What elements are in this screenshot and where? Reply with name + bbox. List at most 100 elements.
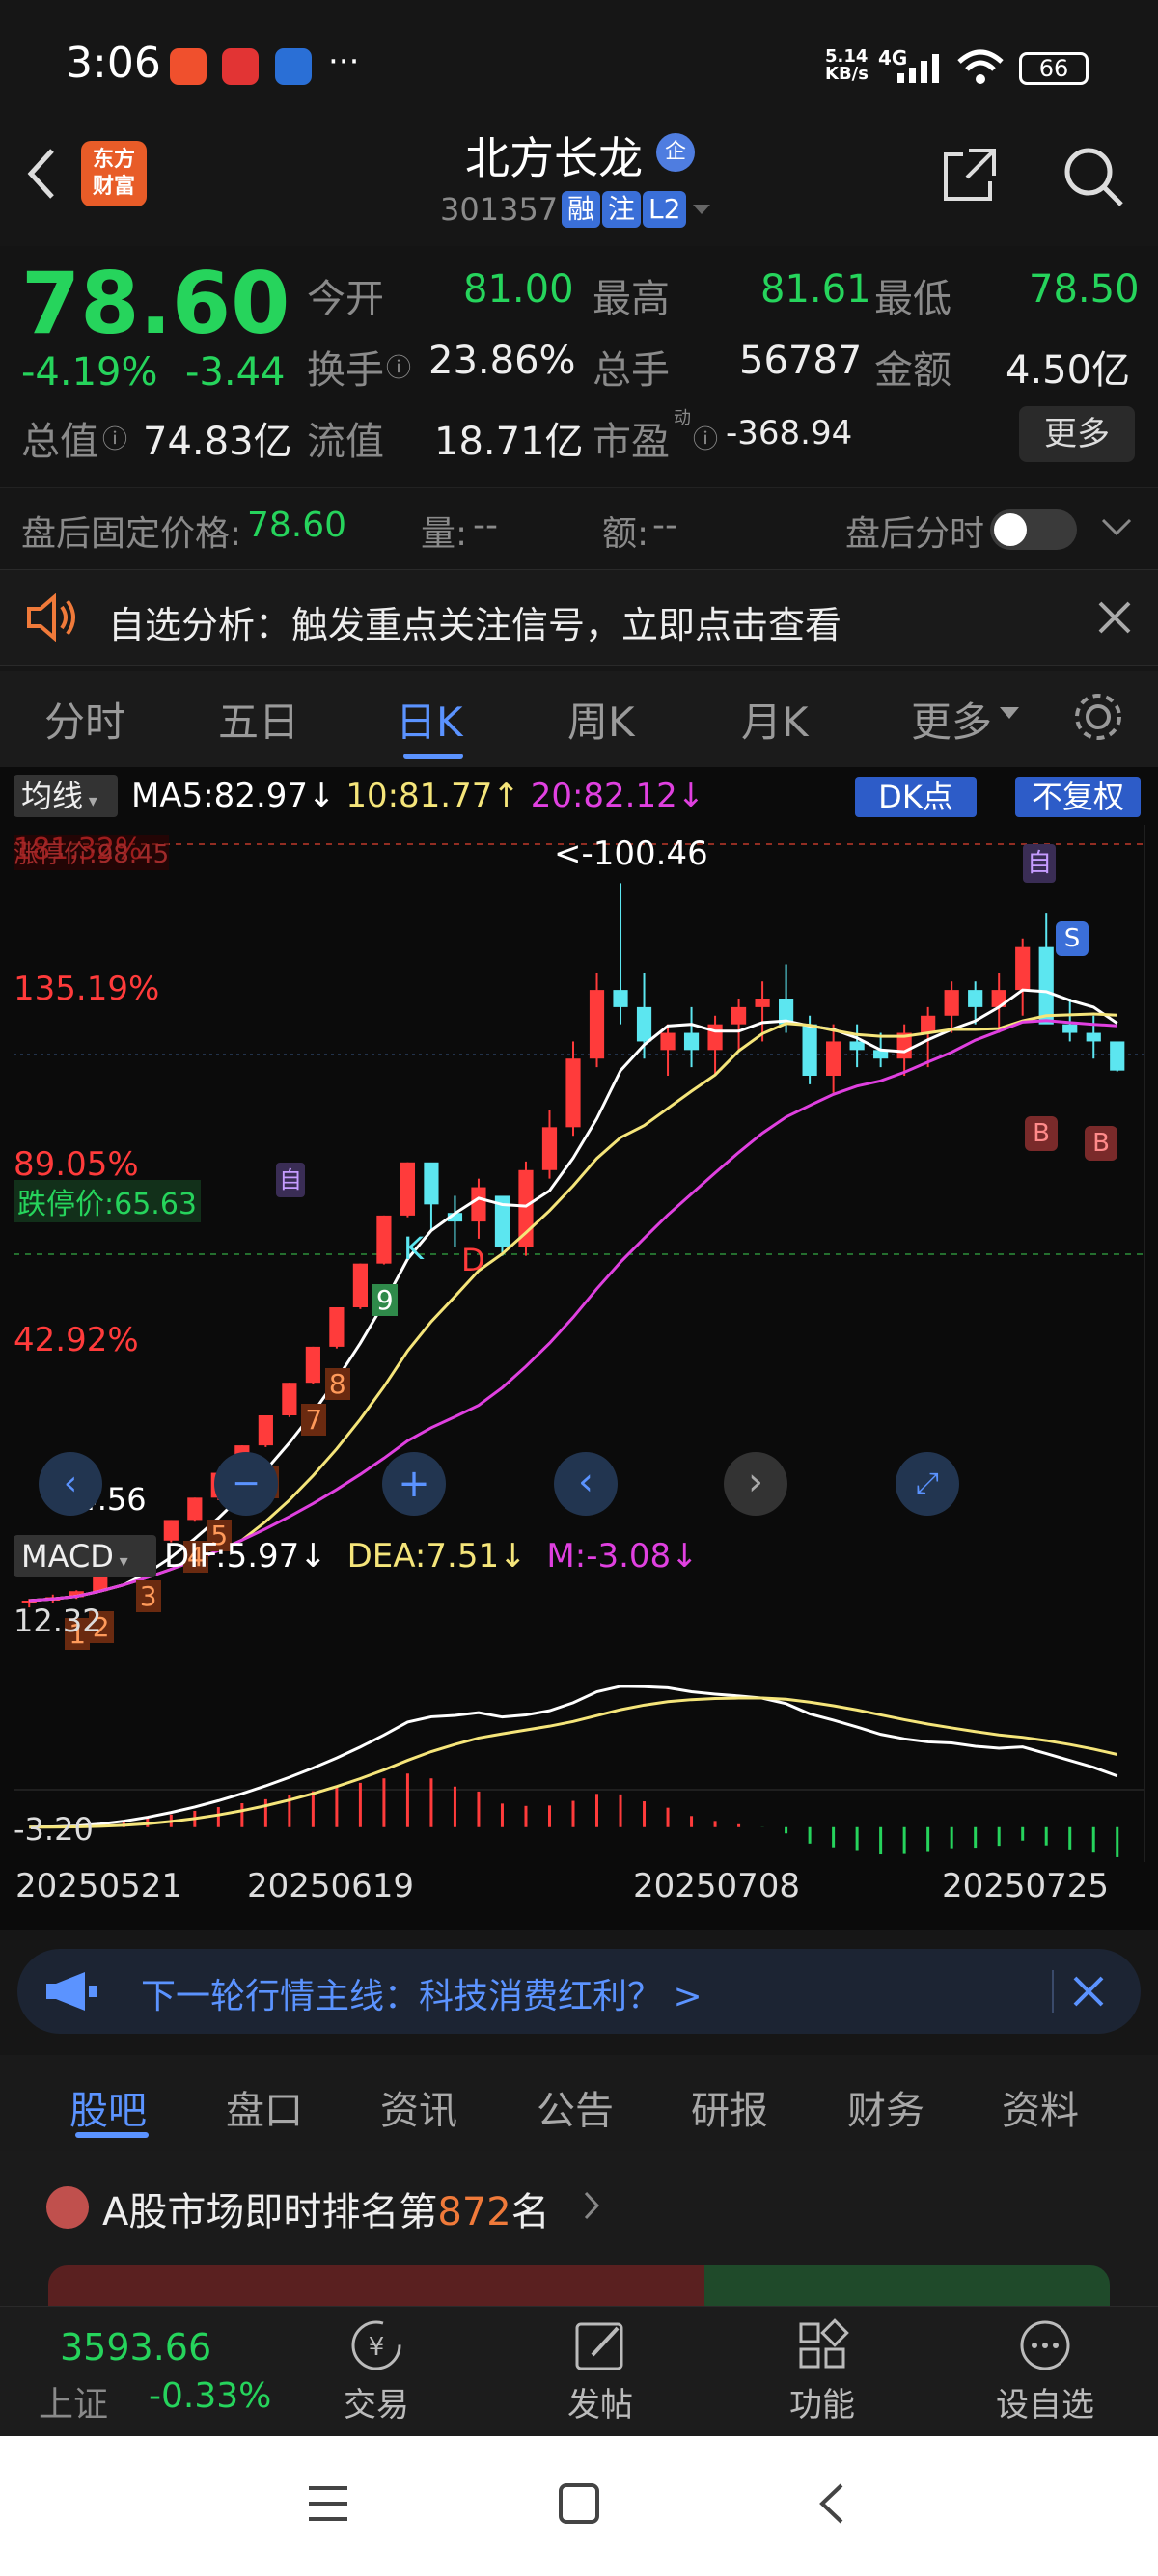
after-hours-time-label: 盘后分时 [845,514,985,554]
after-hours-label: 盘后固定价格: [21,514,242,554]
change-value: -3.44 [185,350,286,395]
more-notifications-icon: ··· [328,42,360,81]
close-icon[interactable] [1071,1974,1106,2009]
menu-icon[interactable] [307,2484,349,2523]
adjust-button[interactable]: 不复权 [1015,777,1141,817]
candle-body [589,990,605,1059]
fullscreen-button[interactable]: ⤢ [896,1452,959,1516]
index-change: -0.33% [149,2376,272,2416]
app-notification-icon-2 [222,48,259,85]
tab-financials[interactable]: 财务 [847,2089,924,2133]
share-icon[interactable] [940,145,1000,205]
buy-marker[interactable]: B [1025,1116,1058,1151]
ma-selector[interactable]: 均线 ▾ [14,775,118,817]
self-select-marker[interactable]: 自 [1023,844,1056,883]
post-button[interactable]: 发帖 [562,2316,639,2425]
chevron-down-icon[interactable] [1100,517,1133,538]
search-icon[interactable] [1060,143,1127,210]
stock-name: 北方长龙 [465,132,643,184]
trade-icon: ¥ [351,2320,401,2370]
volume-label: 总手 [593,348,670,393]
tab-monthly-k[interactable]: 月K [741,699,809,746]
buy-marker-2[interactable]: B [1085,1126,1117,1161]
tab-announcements[interactable]: 公告 [537,2089,614,2133]
tab-five-day[interactable]: 五日 [218,699,300,746]
back-nav-icon[interactable] [816,2482,845,2525]
candle-body [329,1307,345,1347]
candle-body [376,1215,392,1264]
self-select-marker-2[interactable]: 自 [276,1163,305,1197]
info-icon[interactable]: ⓘ [386,354,412,383]
next-button[interactable]: › [724,1452,787,1516]
candle-body [69,1591,84,1598]
high-label: 最高 [593,277,670,321]
candle-body [613,990,628,1007]
badge-l2: L2 [643,191,687,228]
macd-axis-bottom: -3.20 [14,1811,94,1848]
back-icon[interactable] [21,145,60,203]
nine-turn-marker: 9 [372,1283,398,1316]
tab-indicator [403,754,463,759]
chart-tabs: 分时 五日 日K 周K 月K 更多 [0,671,1158,767]
tab-weekly-k[interactable]: 周K [567,699,635,746]
add-watchlist-button[interactable]: 设自选 [992,2316,1098,2425]
dk-point-button[interactable]: DK点 [855,777,977,817]
candle-body [683,1032,700,1051]
index-value: 3593.66 [60,2326,212,2369]
header: 东方 财富 北方长龙 企 301357 融 注 L2 [0,116,1158,246]
app-notification-icon-3 [275,48,312,85]
market-rank[interactable]: A股市场即时排名第872名 [0,2151,1158,2306]
candle-body [565,1058,581,1128]
more-button[interactable]: 更多 [1019,406,1135,462]
signal-icon [897,54,939,83]
candle-body [163,1520,179,1541]
indicator-selector[interactable]: MACD ▾ [14,1535,156,1577]
close-icon[interactable] [1096,599,1133,636]
after-hours-amt-label: 额: [602,514,649,554]
tab-indicator [75,2132,149,2138]
analysis-notice[interactable]: 自选分析：触发重点关注信号，立即点击查看 [0,569,1158,666]
tab-daily-k[interactable]: 日K [396,699,463,746]
high-value: 81.61 [760,267,871,312]
candle-body [1062,1024,1078,1033]
dif-line [29,1685,1118,1829]
function-button[interactable]: 功能 [784,2316,861,2425]
date-label-2: 20250619 [247,1867,415,1905]
sell-marker[interactable]: S [1056,921,1089,956]
tab-more[interactable]: 更多 [911,699,993,746]
prev-button[interactable]: ‹ [554,1452,618,1516]
info-icon[interactable]: ⓘ [102,425,128,454]
tab-research[interactable]: 研报 [691,2089,768,2133]
info-icon[interactable]: ⓘ [693,425,719,454]
turnover-value: 23.86% [428,339,576,383]
nine-turn-marker: 4 [182,1541,208,1574]
amount-label: 金额 [874,348,951,393]
date-label-4: 20250725 [942,1867,1110,1905]
kline-chart[interactable]: 均线 ▾ MA5:82.97↓ 10:81.77↑ 20:82.12↓ DK点 … [0,767,1158,1930]
tab-forum[interactable]: 股吧 [69,2089,147,2133]
zoom-out-button[interactable]: − [214,1452,278,1516]
promo-banner[interactable]: 下一轮行情主线：科技消费红利？ > [17,1949,1141,2034]
macd-values: DIF:5.97↓ DEA:7.51↓ M:-3.08↓ [164,1537,699,1576]
scroll-left-button[interactable]: ‹ [39,1452,102,1516]
home-icon[interactable] [558,2482,600,2525]
ma-values: MA5:82.97↓ 10:81.77↑ 20:82.12↓ [131,777,705,815]
after-hours-toggle[interactable] [990,509,1077,550]
tab-orderbook[interactable]: 盘口 [226,2089,303,2133]
chevron-down-icon[interactable] [691,203,712,218]
app-logo: 东方 财富 [81,141,147,206]
low-label: 最低 [874,277,951,321]
settings-icon[interactable] [1071,690,1125,744]
tab-news[interactable]: 资讯 [380,2089,457,2133]
limit-down-label: 跌停价:65.63 [14,1180,201,1222]
tab-profile[interactable]: 资料 [1002,2089,1079,2133]
zoom-in-button[interactable]: + [382,1452,446,1516]
float-value: 18.71亿 [434,420,584,464]
tab-timeshare[interactable]: 分时 [44,699,126,746]
last-price: 78.60 [21,254,290,353]
candle-body [305,1346,320,1384]
open-label: 今开 [307,277,384,321]
trade-button[interactable]: ¥ 交易 [338,2316,415,2425]
candle-body [660,1032,676,1051]
status-time: 3:06 [66,39,161,88]
